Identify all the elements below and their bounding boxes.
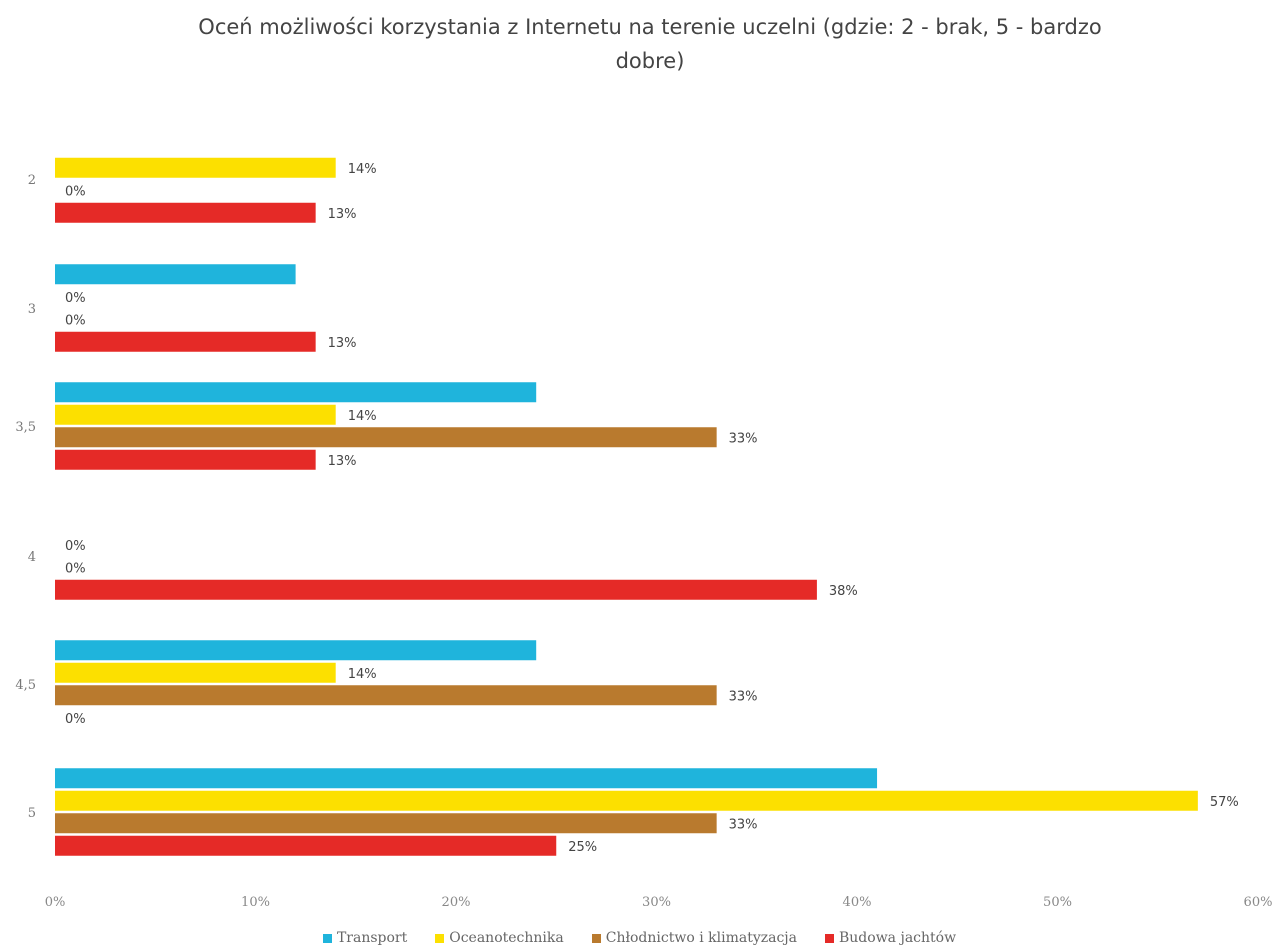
x-tick-label: 30% — [642, 895, 671, 910]
bar-budowa-jacht-w — [55, 331, 316, 352]
x-tick-label: 20% — [442, 895, 471, 910]
bar-budowa-jacht-w — [55, 202, 316, 223]
category-label: 3 — [28, 302, 36, 317]
bar-transport — [55, 382, 537, 403]
legend-item: Transport — [322, 930, 408, 946]
category-label: 4,5 — [15, 678, 36, 693]
bar-ch-odnictwo-i-klimatyzacja — [55, 813, 717, 834]
legend-swatch-icon — [591, 933, 601, 943]
data-label: 0% — [65, 539, 86, 554]
chart-title-line-1: Oceń możliwości korzystania z Internetu … — [198, 15, 1102, 39]
legend-swatch-icon — [322, 933, 332, 943]
data-label: 57% — [1210, 795, 1239, 810]
category-label: 5 — [28, 806, 36, 821]
data-label: 0% — [65, 184, 86, 199]
legend-swatch-icon — [435, 933, 445, 943]
legend-label: Chłodnictwo i klimatyzacja — [605, 930, 797, 946]
bar-oceanotechnika — [55, 157, 336, 178]
data-label: 33% — [729, 431, 758, 446]
legend-label: Transport — [336, 930, 408, 946]
x-tick-label: 40% — [843, 895, 872, 910]
data-label: 0% — [65, 291, 86, 306]
data-label: 14% — [348, 409, 377, 424]
chart-legend: Transport Oceanotechnika Chłodnictwo i kli… — [0, 930, 1279, 946]
category-label: 2 — [28, 173, 36, 188]
bar-ch-odnictwo-i-klimatyzacja — [55, 427, 717, 448]
data-label: 14% — [348, 162, 377, 177]
x-tick-label: 10% — [241, 895, 270, 910]
x-tick-label: 60% — [1244, 895, 1273, 910]
chart-title-line-2: dobre) — [615, 49, 685, 73]
x-tick-label: 0% — [45, 895, 66, 910]
legend-item: Budowa jachtów — [825, 930, 956, 946]
bar-transport — [55, 640, 537, 661]
data-label: 33% — [729, 689, 758, 704]
category-label: 4 — [28, 550, 36, 565]
bar-oceanotechnika — [55, 790, 1198, 811]
bar-budowa-jacht-w — [55, 449, 316, 470]
bar-transport — [55, 264, 296, 285]
legend-item: Chłodnictwo i klimatyzacja — [591, 930, 797, 946]
bar-budowa-jacht-w — [55, 579, 817, 600]
data-label: 25% — [568, 840, 597, 855]
data-label: 13% — [328, 336, 357, 351]
legend-swatch-icon — [825, 933, 834, 943]
legend-label: Oceanotechnika — [449, 930, 564, 946]
data-label: 13% — [328, 454, 357, 469]
data-label: 0% — [65, 561, 86, 576]
legend-item: Oceanotechnika — [435, 930, 564, 946]
bar-oceanotechnika — [55, 404, 336, 425]
data-label: 14% — [348, 667, 377, 682]
data-label: 0% — [65, 313, 86, 328]
bar-budowa-jacht-w — [55, 835, 557, 856]
bar-transport — [55, 768, 878, 789]
data-label: 33% — [729, 817, 758, 832]
x-tick-label: 50% — [1043, 895, 1072, 910]
category-label: 3,5 — [15, 420, 36, 435]
data-label: 38% — [829, 584, 858, 599]
data-label: 0% — [65, 712, 86, 727]
bar-oceanotechnika — [55, 662, 336, 683]
bar-ch-odnictwo-i-klimatyzacja — [55, 685, 717, 706]
data-label: 13% — [328, 207, 357, 222]
legend-label: Budowa jachtów — [839, 930, 957, 946]
